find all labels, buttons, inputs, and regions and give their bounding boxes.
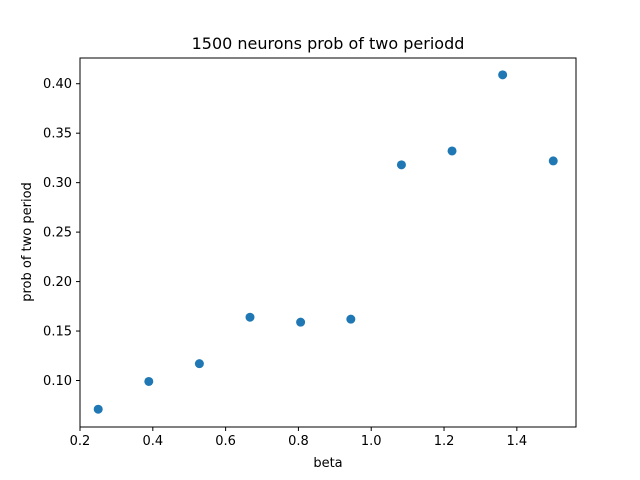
data-point <box>93 404 103 414</box>
data-point <box>346 314 356 324</box>
x-tick-label: 0.6 <box>215 434 236 449</box>
data-points <box>93 70 558 414</box>
x-axis: 0.2 0.4 0.6 0.8 1.0 1.2 1.4 <box>70 427 528 449</box>
chart-title: 1500 neurons prob of two periodd <box>192 34 465 53</box>
y-tick-label: 0.10 <box>43 374 72 389</box>
y-tick-label: 0.35 <box>43 127 72 142</box>
x-tick-label: 0.2 <box>70 434 91 449</box>
y-axis-label: prob of two period <box>20 182 35 302</box>
x-tick-label: 1.2 <box>434 434 455 449</box>
y-tick-label: 0.30 <box>43 176 72 191</box>
y-tick-label: 0.20 <box>43 275 72 290</box>
data-point <box>245 312 255 322</box>
y-tick-label: 0.15 <box>43 325 72 340</box>
data-point <box>498 70 508 80</box>
data-point <box>194 359 204 369</box>
data-point <box>144 376 154 386</box>
data-point <box>396 160 406 170</box>
data-point <box>548 156 558 166</box>
y-tick-label: 0.40 <box>43 77 72 92</box>
data-point <box>296 317 306 327</box>
x-tick-label: 0.4 <box>142 434 163 449</box>
y-tick-label: 0.25 <box>43 226 72 241</box>
plot-area <box>79 57 577 428</box>
x-axis-label: beta <box>313 456 342 471</box>
plot-frame <box>79 57 577 428</box>
x-tick-label: 1.4 <box>507 434 528 449</box>
x-tick-label: 1.0 <box>361 434 382 449</box>
x-tick-label: 0.8 <box>288 434 309 449</box>
y-axis: 0.10 0.15 0.20 0.25 0.30 0.35 0.40 <box>43 77 80 389</box>
data-point <box>447 146 457 156</box>
